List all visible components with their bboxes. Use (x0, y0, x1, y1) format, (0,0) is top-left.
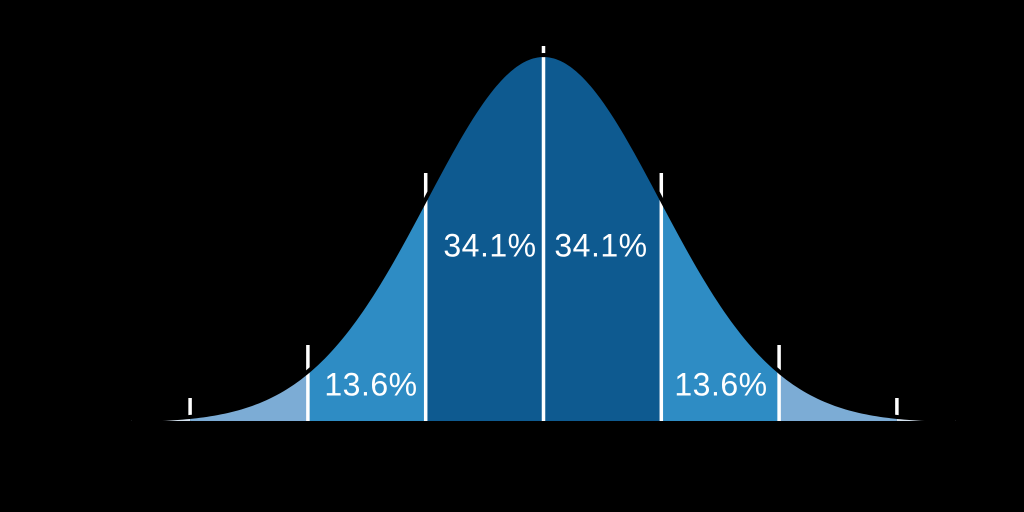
segment-percent-label: 13.6% (674, 366, 768, 403)
segment-percent-label: 13.6% (324, 366, 418, 403)
bell-curve-outline (131, 52, 956, 423)
segment-percent-label: 34.1% (443, 227, 537, 264)
distribution-area-region (190, 371, 308, 421)
distribution-area-region (779, 371, 897, 421)
segment-percent-label: 34.1% (554, 227, 648, 264)
